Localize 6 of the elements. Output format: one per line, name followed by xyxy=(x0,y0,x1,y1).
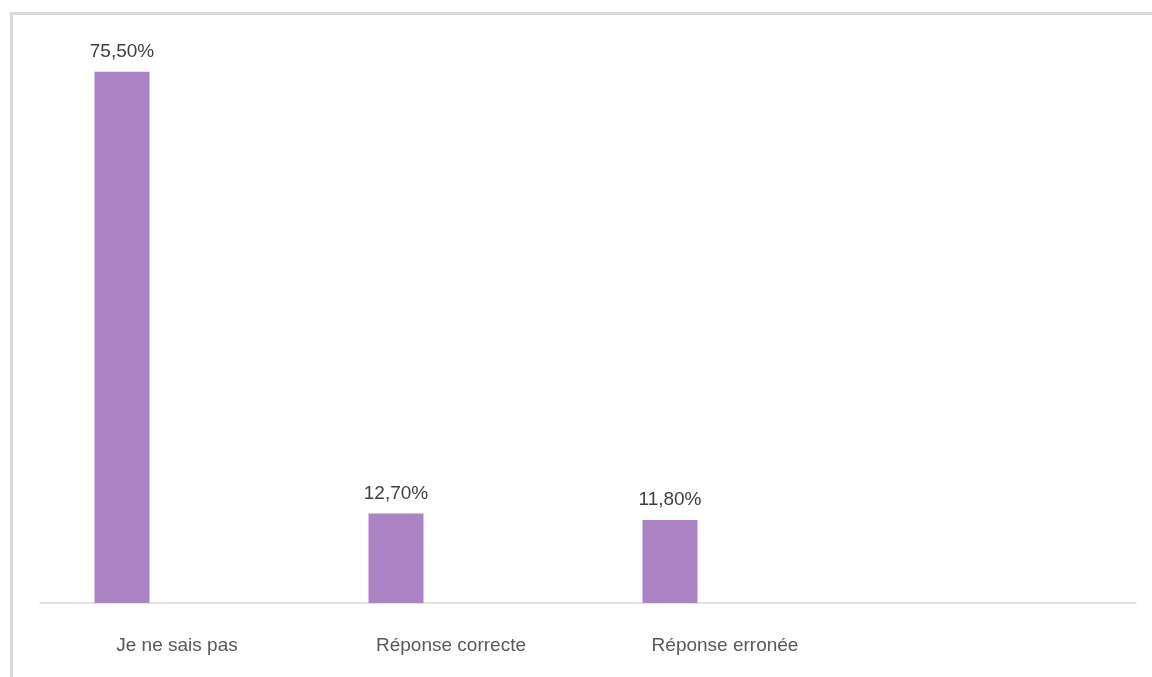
x-tick-label: Réponse correcte xyxy=(376,634,526,655)
data-label: 75,50% xyxy=(89,39,155,61)
x-tick-label: Réponse erronée xyxy=(651,634,799,655)
data-label: 11,80% xyxy=(638,487,702,509)
x-tick-label: Je ne sais pas xyxy=(116,634,238,655)
data-label: 12,70% xyxy=(363,481,429,503)
